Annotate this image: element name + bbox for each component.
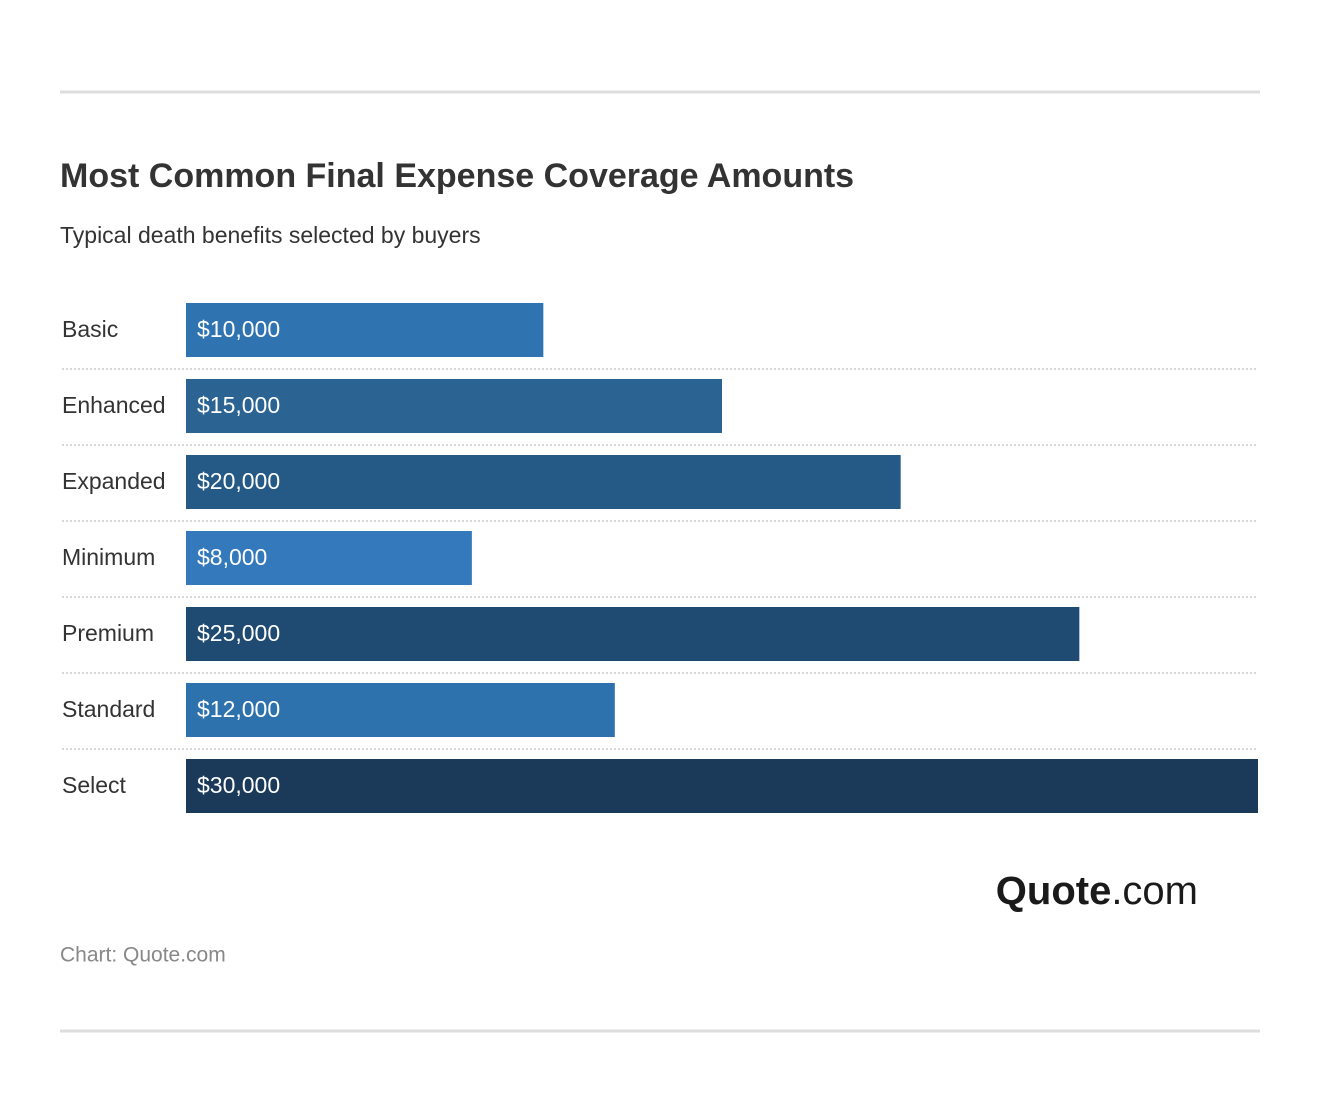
logo: Quote.com [996,869,1198,913]
category-label: Premium [62,620,154,646]
bar [186,455,901,509]
value-label: $12,000 [197,696,280,722]
chart-subtitle: Typical death benefits selected by buyer… [60,222,481,248]
bar [186,379,722,433]
bar [186,303,544,357]
chart-title: Most Common Final Expense Coverage Amoun… [60,157,854,195]
value-label: $15,000 [197,392,280,418]
source: Chart: Quote.com [60,944,226,967]
value-label: $10,000 [197,316,280,342]
category-label: Standard [62,696,155,722]
value-label: $8,000 [197,544,267,570]
logo-suffix: .com [1111,869,1198,913]
bar [186,683,615,737]
value-label: $20,000 [197,468,280,494]
category-label: Minimum [62,544,155,570]
value-label: $30,000 [197,772,280,798]
category-label: Basic [62,316,118,342]
category-label: Enhanced [62,392,166,418]
bar [186,531,472,585]
logo-name: Quote [996,869,1112,913]
category-label: Select [62,772,127,798]
category-label: Expanded [62,468,166,494]
value-label: $25,000 [197,620,280,646]
bar [186,759,1258,813]
bar [186,607,1080,661]
